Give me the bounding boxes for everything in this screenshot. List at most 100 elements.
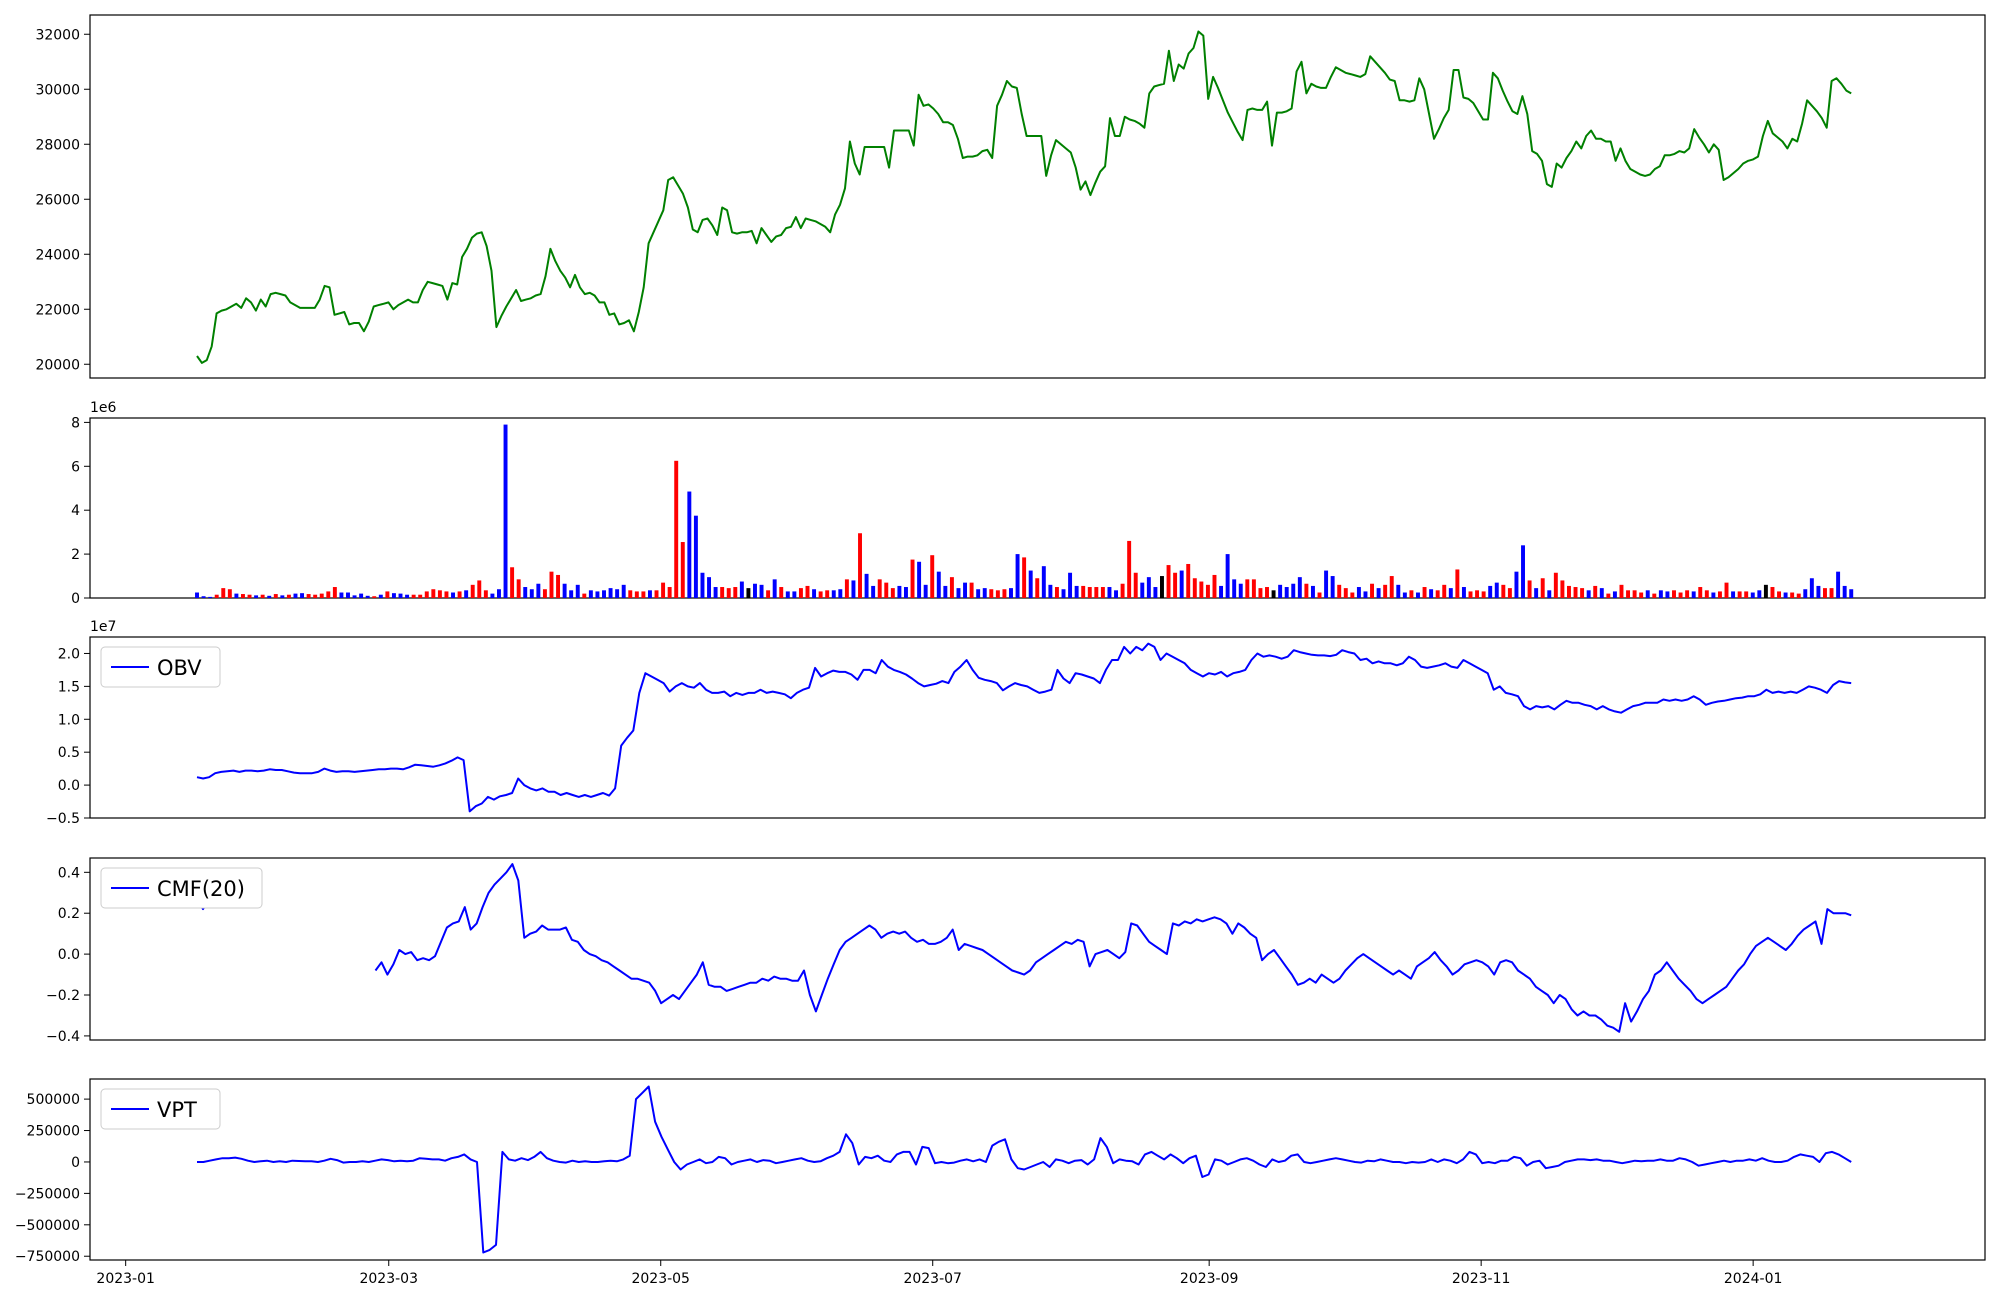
volume-bar (1527, 580, 1532, 598)
volume-bar (1731, 591, 1736, 598)
volume-bar (411, 594, 416, 598)
obv-ytick-label: 1.0 (58, 712, 80, 728)
volume-bar (1829, 588, 1834, 598)
volume-bar (1238, 583, 1243, 598)
volume-bar (1809, 578, 1814, 598)
volume-bar (831, 590, 836, 598)
volume-bar (359, 593, 364, 598)
volume-bar (1179, 570, 1184, 598)
vpt-ytick-label: −500000 (15, 1218, 80, 1234)
volume-bar (969, 582, 974, 598)
obv-ytick-label: −0.5 (46, 811, 80, 827)
volume-bar (713, 587, 718, 598)
volume-ytick-label: 4 (71, 503, 80, 519)
xtick-label: 2023-05 (631, 1271, 690, 1287)
volume-bar (1790, 592, 1795, 598)
volume-bar (516, 579, 521, 598)
volume-bar (1619, 584, 1624, 598)
volume-bar (877, 579, 882, 598)
volume-bar (365, 595, 370, 598)
vpt-plot-frame (89, 1078, 1986, 1261)
volume-bar (1035, 578, 1040, 598)
volume-bar (1389, 576, 1394, 598)
volume-bar (1796, 593, 1801, 598)
volume-bar (615, 589, 620, 598)
volume-bar (1278, 584, 1283, 598)
cmf-series-line (196, 863, 1852, 1033)
volume-bar (1750, 592, 1755, 598)
volume-bar (391, 593, 396, 598)
volume-bar (497, 589, 501, 598)
volume-bar (1022, 557, 1027, 598)
volume-bar (1324, 570, 1329, 598)
volume-bar (812, 589, 817, 598)
obv-series-line (196, 642, 1852, 813)
cmf-panel: −0.4 −0.2 0.0 0.2 0.4 CMF(20) (46, 857, 1986, 1045)
volume-bar (1054, 587, 1059, 598)
volume-bar (1251, 579, 1256, 598)
volume-bar (1724, 582, 1729, 598)
volume-bar (339, 592, 344, 598)
volume-bar (1356, 587, 1361, 598)
vpt-ytick-label: −750000 (15, 1249, 80, 1265)
obv-plot-frame (89, 636, 1986, 819)
volume-bar (1232, 579, 1237, 598)
volume-bar (1580, 588, 1585, 598)
volume-bar (956, 588, 961, 598)
volume-bar (1186, 563, 1191, 598)
volume-bar (1632, 590, 1637, 598)
volume-bar (1842, 585, 1847, 598)
volume-bar (1317, 592, 1322, 598)
volume-bar (1153, 587, 1158, 598)
volume-plot-frame (89, 417, 1986, 599)
volume-bar (1757, 590, 1762, 598)
volume-bar (1849, 589, 1854, 598)
volume-bar (733, 587, 738, 598)
volume-bar (490, 593, 495, 598)
volume-bar (753, 583, 757, 598)
volume-bar (930, 555, 935, 598)
volume-bar (214, 594, 219, 598)
obv-ytick-label: 1.5 (58, 679, 80, 695)
volume-bar (1310, 585, 1315, 598)
volume-bar (1146, 577, 1151, 598)
volume-bar (746, 588, 751, 598)
volume-bar (385, 591, 390, 598)
volume-bar (595, 591, 600, 598)
volume-bar (195, 592, 199, 598)
volume-bar (1645, 590, 1650, 598)
volume-bar (1461, 587, 1466, 598)
volume-bar (1166, 565, 1171, 598)
price-ytick-label: 20000 (35, 357, 80, 373)
volume-bar (739, 581, 744, 598)
volume-bar (267, 595, 272, 598)
volume-bar (1212, 574, 1217, 598)
volume-bar (1475, 590, 1480, 598)
cmf-legend-box (100, 867, 263, 909)
volume-bar (838, 589, 843, 598)
volume-bar (1383, 584, 1388, 598)
obv-ytick-label: 0.0 (58, 778, 80, 794)
vpt-panel: −750000 −500000 −250000 0 250000 500000 VPT 202… (15, 1078, 1986, 1287)
volume-bar (575, 584, 580, 598)
volume-bar (431, 589, 436, 598)
volume-bar (1685, 590, 1690, 598)
volume-bar (319, 593, 324, 598)
volume-bar (1507, 588, 1512, 598)
cmf-ytick-label: 0.4 (58, 865, 80, 881)
volume-bar (910, 559, 915, 598)
volume-bar (680, 542, 685, 598)
volume-bar (647, 590, 652, 598)
volume-bar (451, 592, 455, 598)
volume-bar (1061, 589, 1066, 598)
xtick-label: 2024-01 (1724, 1271, 1783, 1287)
volume-bar (1094, 587, 1099, 598)
xtick-label: 2023-01 (96, 1271, 155, 1287)
volume-bar (1737, 591, 1742, 598)
volume-bar (1350, 592, 1355, 598)
obv-legend: OBV (100, 646, 221, 688)
volume-bar (1711, 592, 1716, 598)
volume-bar (949, 577, 954, 598)
volume-bar (556, 574, 561, 598)
volume-bar (1652, 593, 1657, 598)
